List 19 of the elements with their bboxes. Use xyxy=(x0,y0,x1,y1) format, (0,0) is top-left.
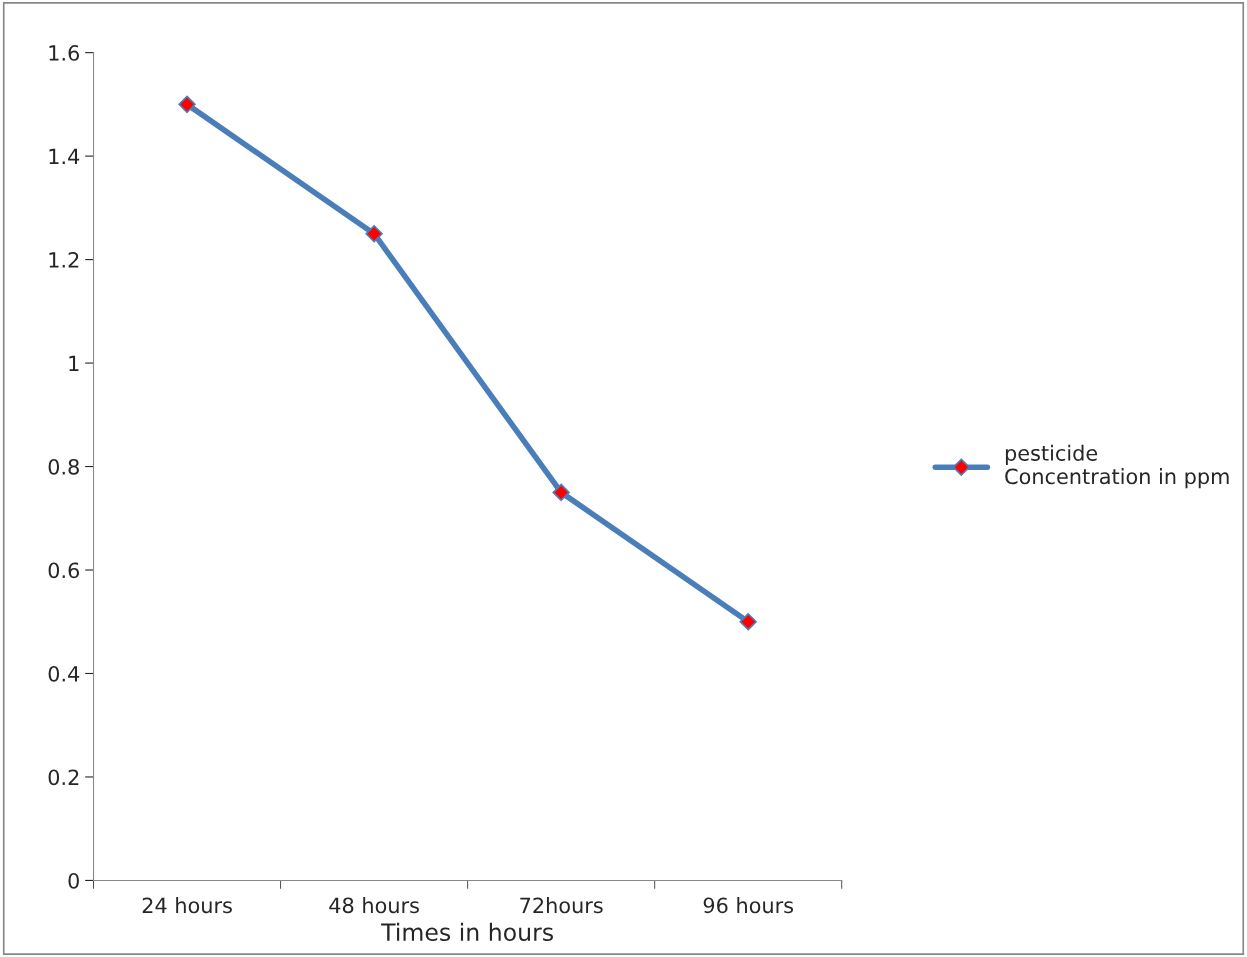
y-tick-label: 0.2 xyxy=(48,769,79,786)
y-tick-label: 1.4 xyxy=(49,148,80,165)
legend-label: pesticide Concentration in ppm xyxy=(1005,444,1229,489)
x-tick-label: 72hours xyxy=(520,897,603,914)
x-tick-label: 96 hours xyxy=(703,897,794,914)
point xyxy=(178,95,196,114)
point xyxy=(739,613,757,631)
x-tick-label: 48 hours xyxy=(329,897,419,914)
point xyxy=(552,483,570,502)
x-axis-title: Times in hours xyxy=(381,922,553,942)
y-tick-label: 1.2 xyxy=(49,252,79,268)
x-tick-label: 24 hours xyxy=(142,897,232,914)
y-tick-label: 1.6 xyxy=(49,45,80,61)
y-tick-label: 0.8 xyxy=(48,458,79,475)
y-tick-label: 1 xyxy=(69,355,79,371)
y-tick-label: 0.6 xyxy=(48,562,80,579)
y-tick-label: 0.4 xyxy=(48,665,80,682)
point xyxy=(365,225,383,243)
y-tick-label: 0 xyxy=(68,872,79,889)
